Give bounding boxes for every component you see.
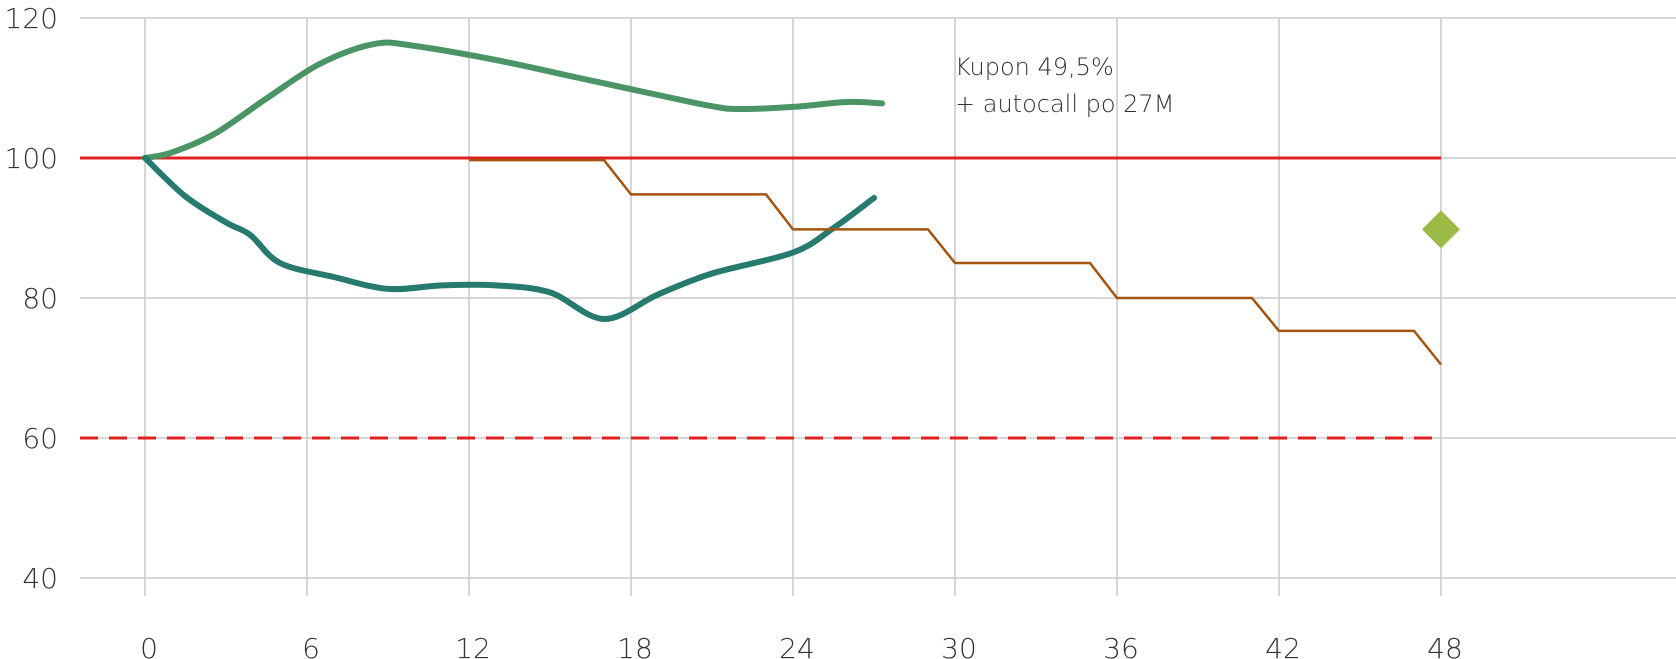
x-tick-label: 30 [941, 632, 977, 659]
series-lines [142, 39, 1460, 366]
y-tick-label: 120 [5, 2, 58, 35]
y-tick-label: 40 [22, 562, 58, 595]
y-axis: 40 60 80 100 120 [5, 2, 58, 595]
level-lines [80, 156, 1441, 440]
x-axis: 0 6 12 18 24 30 36 42 48 [140, 632, 1463, 659]
x-tick-label: 48 [1427, 632, 1463, 659]
x-tick-label: 18 [617, 632, 653, 659]
x-tick-label: 6 [302, 632, 320, 659]
y-tick-label: 60 [22, 422, 58, 455]
annotation-coupon: Kupon 49,5% [955, 53, 1114, 81]
lower-scenario-line [142, 155, 877, 323]
upper-scenario-line [142, 39, 886, 161]
x-tick-label: 36 [1103, 632, 1139, 659]
x-tick-label: 24 [779, 632, 815, 659]
y-tick-label: 100 [5, 142, 58, 175]
y-tick-label: 80 [22, 282, 58, 315]
autocall-step-line [469, 158, 1442, 366]
x-tick-label: 42 [1265, 632, 1301, 659]
x-tick-label: 12 [455, 632, 491, 659]
final-point-marker [1422, 210, 1460, 249]
annotation-autocall: + autocall po 27M [955, 90, 1174, 118]
x-tick-label: 0 [140, 632, 158, 659]
